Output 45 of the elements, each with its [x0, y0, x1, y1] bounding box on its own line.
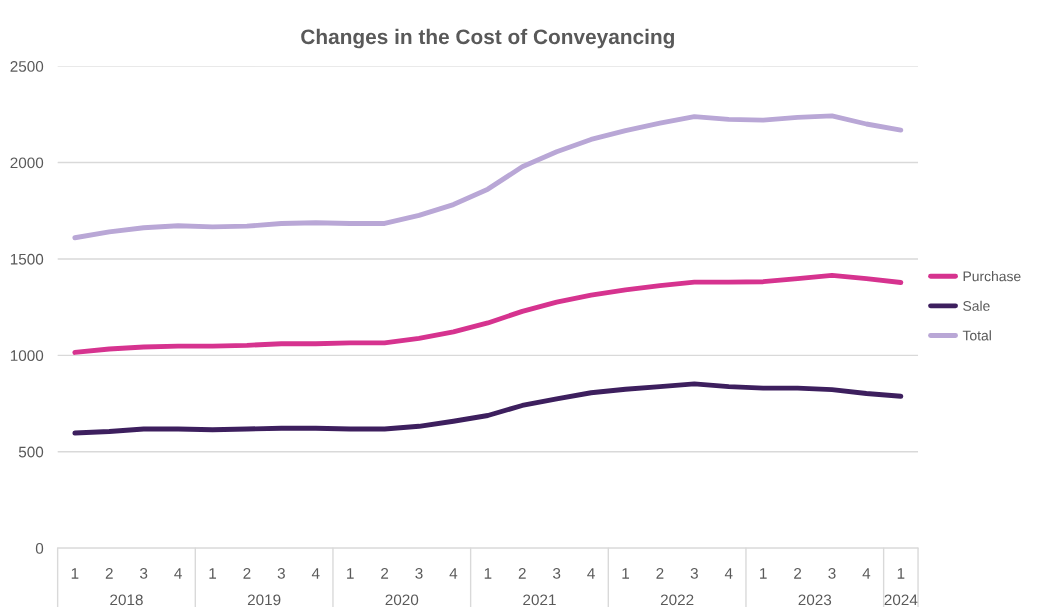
text: 2024	[884, 594, 918, 606]
text: 2021	[523, 594, 556, 606]
x-tick-label: 2	[794, 567, 802, 579]
x-tick-label: 1	[347, 568, 354, 579]
text: 2019	[247, 594, 281, 606]
y-tick-label: 2500	[10, 61, 44, 72]
x-tick-label: 3	[415, 567, 423, 579]
x-tick-label: 3	[140, 567, 148, 579]
chart-title: Changes in the Cost of Conveyancing	[301, 28, 674, 49]
x-tick-label: 3	[277, 567, 285, 579]
line-series	[72, 113, 904, 241]
legend-label: Sale	[963, 300, 990, 311]
legend-label: Total	[962, 330, 991, 341]
text: 2020	[385, 594, 419, 606]
x-tick-label: 1	[209, 568, 217, 579]
y-tick-label: 1000	[10, 350, 44, 362]
text: 2018	[110, 594, 143, 606]
x-tick-label: 2	[518, 567, 526, 579]
x-tick-label: 2	[381, 567, 389, 579]
legend-label: Purchase	[963, 271, 1021, 282]
line-series	[72, 381, 904, 436]
x-tick-label: 4	[449, 568, 458, 579]
x-tick-label: 4	[174, 568, 182, 579]
y-tick-label: 2000	[10, 157, 44, 169]
x-tick-label: 1	[760, 568, 767, 579]
x-tick-label: 1	[71, 568, 79, 579]
x-tick-label: 4	[724, 568, 733, 579]
y-tick-label: 500	[18, 446, 44, 458]
x-tick-label: 2	[243, 567, 251, 579]
x-tick-label: 1	[897, 568, 905, 579]
text: 2023	[798, 594, 832, 606]
text: 2022	[660, 594, 694, 606]
x-tick-label: 4	[311, 568, 320, 579]
x-tick-label: 1	[484, 568, 492, 579]
x-tick-label: 3	[553, 567, 561, 579]
line-series	[72, 272, 904, 355]
y-tick-label: 1500	[10, 253, 44, 265]
x-tick-label: 4	[862, 568, 871, 579]
x-tick-label: 1	[622, 568, 630, 579]
x-tick-label: 2	[105, 567, 113, 579]
x-tick-label: 4	[587, 568, 595, 579]
x-tick-label: 3	[828, 567, 836, 579]
y-tick-label: 0	[35, 542, 44, 554]
x-tick-label: 3	[690, 567, 698, 579]
x-tick-label: 2	[656, 567, 664, 579]
